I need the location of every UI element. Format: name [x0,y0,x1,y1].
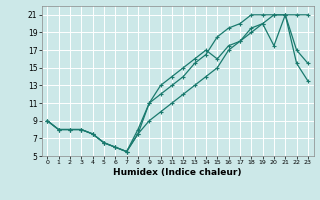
X-axis label: Humidex (Indice chaleur): Humidex (Indice chaleur) [113,168,242,177]
